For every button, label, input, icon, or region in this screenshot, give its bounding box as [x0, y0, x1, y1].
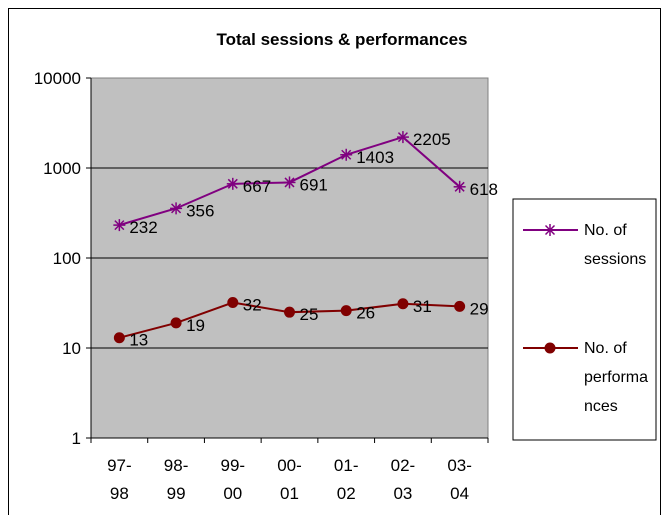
x-tick-label: 98: [110, 484, 129, 503]
series-0-point: [283, 176, 296, 189]
y-tick-label: 1000: [43, 159, 81, 178]
y-tick-label: 1: [72, 429, 81, 448]
series-0-point: [226, 177, 239, 190]
series-1-point: [113, 332, 125, 344]
x-tick-label: 01: [280, 484, 299, 503]
series-0-data-label: 618: [470, 180, 498, 199]
x-tick-label: 98-: [164, 456, 189, 475]
series-0-point: [113, 219, 126, 232]
chart-title: Total sessions & performances: [217, 30, 468, 49]
y-tick-label: 10000: [34, 69, 81, 88]
series-1-point: [454, 300, 466, 312]
series-0-data-label: 1403: [356, 148, 394, 167]
series-1-data-label: 26: [356, 304, 375, 323]
x-tick-label: 99: [167, 484, 186, 503]
series-1-data-label: 31: [413, 297, 432, 316]
x-tick-label: 97-: [107, 456, 132, 475]
series-0-point: [396, 131, 409, 144]
legend-label-1: nces: [584, 398, 618, 415]
series-1-data-label: 29: [470, 299, 489, 318]
x-tick-label: 99-: [220, 456, 245, 475]
series-1-point: [284, 306, 295, 318]
y-tick-label: 100: [53, 249, 81, 268]
series-1-data-label: 13: [129, 331, 148, 350]
series-1-data-label: 19: [186, 316, 205, 335]
series-0-data-label: 356: [186, 201, 214, 220]
legend-label-1: No. of: [584, 340, 627, 357]
x-tick-label: 02: [337, 484, 356, 503]
legend-swatch-marker-0: [544, 224, 556, 236]
series-0-data-label: 667: [243, 177, 271, 196]
legend-swatch-marker-1: [544, 342, 556, 354]
legend-label-1: performa: [584, 369, 648, 386]
series-0-point: [170, 202, 183, 215]
x-tick-label: 03-: [447, 456, 472, 475]
series-1-point: [170, 317, 182, 329]
x-tick-label: 03: [393, 484, 412, 503]
legend-label-0: sessions: [584, 251, 646, 268]
series-0-data-label: 232: [129, 218, 157, 237]
x-tick-label: 00-: [277, 456, 302, 475]
series-0-point: [453, 180, 466, 193]
series-1-point: [397, 298, 409, 310]
series-1-data-label: 25: [300, 305, 319, 324]
x-tick-label: 02-: [391, 456, 416, 475]
series-1-point: [340, 305, 352, 317]
series-1-point: [227, 297, 239, 309]
series-0-data-label: 2205: [413, 130, 451, 149]
x-tick-label: 00: [223, 484, 242, 503]
x-tick-label: 04: [450, 484, 469, 503]
legend-box: [512, 198, 657, 441]
legend-label-0: No. of: [584, 222, 627, 239]
series-0-point: [340, 148, 353, 161]
series-0-data-label: 691: [300, 175, 328, 194]
series-1-data-label: 32: [243, 296, 262, 315]
x-tick-label: 01-: [334, 456, 359, 475]
y-tick-label: 10: [62, 339, 81, 358]
